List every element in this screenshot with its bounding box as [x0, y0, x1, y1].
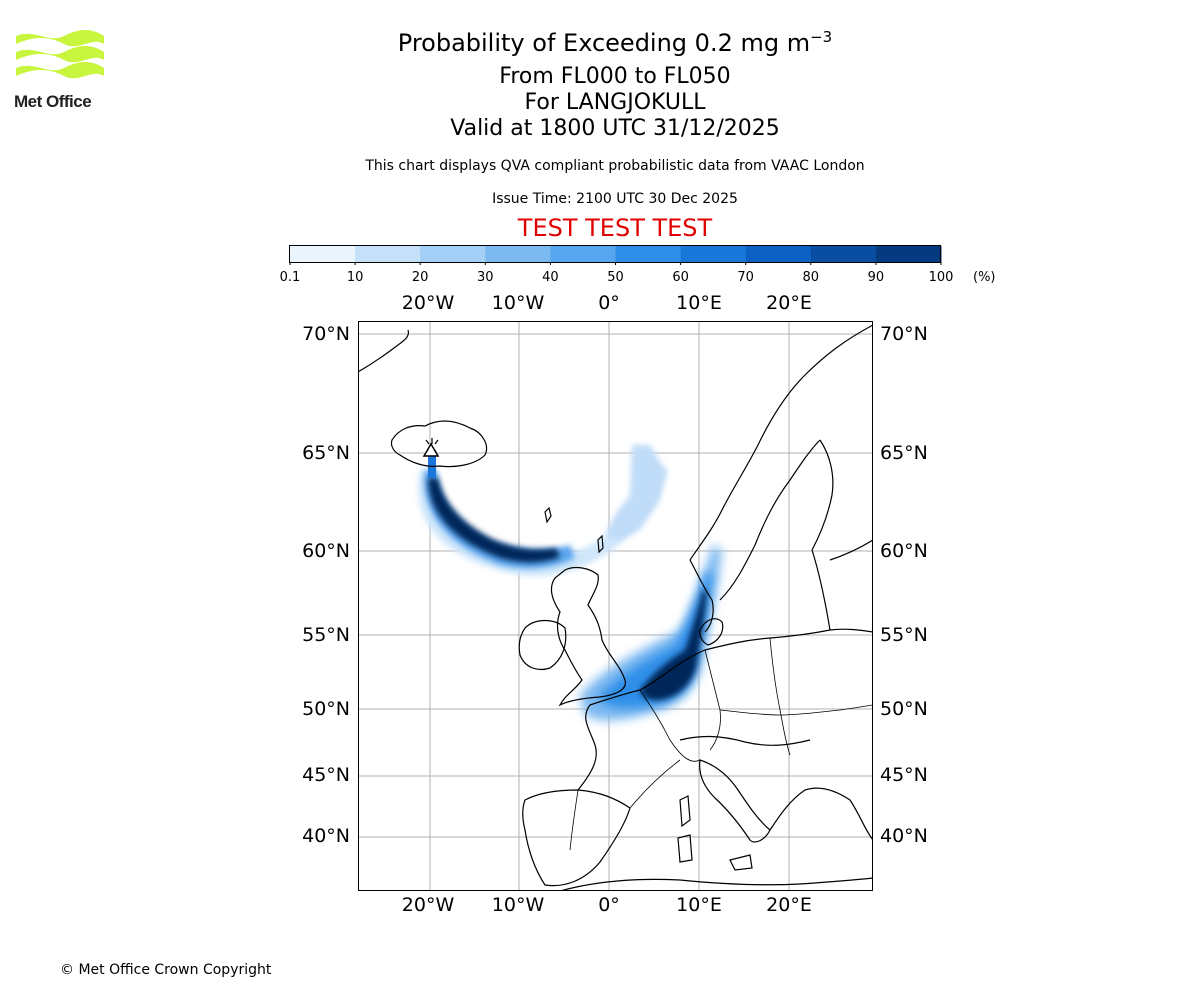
- lat-label-right: 55°N: [880, 624, 928, 646]
- lat-label-right: 70°N: [880, 323, 928, 345]
- colorbar-tick-label: 80: [802, 270, 820, 285]
- issue-time: Issue Time: 2100 UTC 30 Dec 2025: [492, 191, 738, 207]
- colorbar-tick-label: 0.1: [279, 270, 301, 285]
- met-office-waves-icon: [16, 30, 104, 79]
- colorbar-tick-label: 40: [542, 270, 559, 285]
- lat-label-left: 70°N: [302, 323, 350, 345]
- lon-label-top: 0°: [598, 292, 620, 314]
- colorbar-swatch: [550, 246, 616, 262]
- lon-label-top: 10°E: [676, 292, 722, 314]
- colorbar-tick-label: 30: [477, 270, 494, 285]
- lat-label-left: 45°N: [302, 764, 350, 786]
- ash-plume: [418, 445, 722, 721]
- lat-label-left: 65°N: [302, 442, 350, 464]
- map-panel: [358, 321, 873, 891]
- lon-label-bottom: 0°: [598, 894, 620, 916]
- met-office-logo: Met Office: [14, 30, 106, 112]
- lon-label-top: 20°W: [401, 292, 455, 314]
- colorbar-swatch: [420, 246, 486, 262]
- colorbar-tick-label: 70: [737, 270, 754, 285]
- lon-label-bottom: 10°W: [491, 894, 545, 916]
- colorbar-swatch: [810, 246, 877, 262]
- lon-label-bottom: 10°E: [676, 894, 722, 916]
- lat-label-right: 65°N: [880, 442, 928, 464]
- colorbar-tick-label: 90: [867, 270, 885, 285]
- lat-label-right: 50°N: [880, 698, 928, 720]
- colorbar-tick-label: 10: [346, 270, 364, 285]
- country-borders: [569, 637, 873, 851]
- lat-label-left: 40°N: [302, 825, 350, 847]
- colorbar-swatch: [355, 246, 421, 262]
- colorbar-swatch: [485, 246, 551, 262]
- logo-text: Met Office: [14, 92, 92, 111]
- colorbar: [289, 245, 942, 265]
- lon-label-top: 10°W: [491, 292, 545, 314]
- lat-label-right: 60°N: [880, 540, 928, 562]
- colorbar-swatch: [680, 246, 747, 262]
- colorbar-tick-label: 60: [672, 270, 689, 285]
- flight-level-range: From FL000 to FL050: [499, 64, 731, 89]
- lat-label-right: 45°N: [880, 764, 928, 786]
- valid-time: Valid at 1800 UTC 31/12/2025: [450, 116, 780, 141]
- lat-label-left: 60°N: [302, 540, 350, 562]
- colorbar-swatch: [615, 246, 682, 262]
- colorbar-swatch: [875, 246, 942, 262]
- coastlines: [358, 324, 873, 891]
- lat-label-right: 40°N: [880, 825, 928, 847]
- colorbar-unit: (%): [973, 270, 996, 285]
- copyright: © Met Office Crown Copyright: [60, 962, 272, 978]
- test-banner: TEST TEST TEST: [517, 214, 713, 242]
- lat-label-left: 55°N: [302, 624, 350, 646]
- colorbar-swatch: [290, 246, 356, 262]
- lat-label-left: 50°N: [302, 698, 350, 720]
- map-background: [358, 321, 873, 891]
- colorbar-tick-label: 20: [411, 270, 429, 285]
- chart-description: This chart displays QVA compliant probab…: [365, 158, 865, 174]
- colorbar-swatch: [745, 246, 812, 262]
- lon-label-bottom: 20°E: [766, 894, 812, 916]
- map-frame: [358, 321, 873, 891]
- volcano-name: For LANGJOKULL: [524, 90, 706, 115]
- lon-label-top: 20°E: [766, 292, 812, 314]
- colorbar-tick-label: 50: [607, 270, 624, 285]
- lon-label-bottom: 20°W: [401, 894, 455, 916]
- colorbar-tick-label: 100: [928, 270, 954, 285]
- chart-title: Probability of Exceeding 0.2 mg m−3: [397, 28, 833, 57]
- volcano-marker: [422, 438, 440, 457]
